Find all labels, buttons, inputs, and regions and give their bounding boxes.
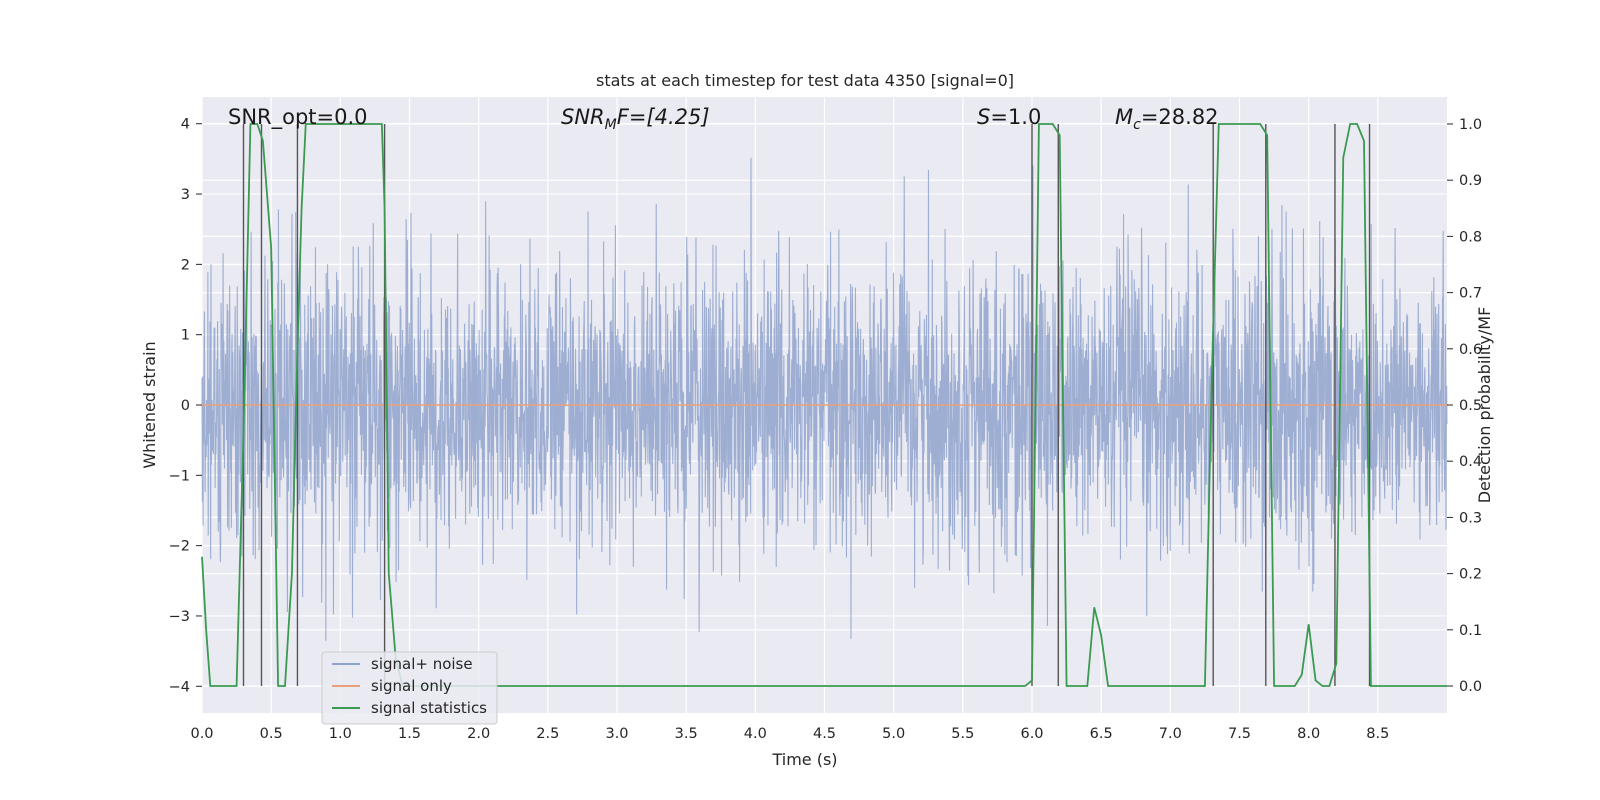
y2-tick-label: 0.0 xyxy=(1459,679,1482,695)
annotation-snr-mf-rest: F=[4.25] xyxy=(617,105,710,129)
x-tick-label: 3.0 xyxy=(605,726,628,742)
annotation-mc-sym: M xyxy=(1115,105,1133,129)
legend-label-stats: signal statistics xyxy=(371,699,487,717)
y-tick-label: −1 xyxy=(169,468,190,484)
y2-tick-label: 0.9 xyxy=(1459,173,1482,189)
x-tick-label: 1.5 xyxy=(398,726,421,742)
x-tick-label: 8.0 xyxy=(1297,726,1320,742)
y2-tick-label: 0.6 xyxy=(1459,342,1482,358)
y-tick-label: −3 xyxy=(169,609,190,625)
x-tick-label: 6.5 xyxy=(1090,726,1113,742)
x-tick-labels: 0.0 0.5 1.0 1.5 2.0 2.5 3.0 3.5 4.0 4.5 5.0 5.5 6.0 6… xyxy=(190,726,1389,742)
y2-tick-labels: 1.0 0.9 0.8 0.7 0.6 0.5 0.4 0.3 0.2 0.1 0.0 xyxy=(1447,117,1482,695)
x-axis-label: Time (s) xyxy=(771,750,837,769)
y-axis-label: Whitened strain xyxy=(140,341,159,468)
x-tick-label: 2.5 xyxy=(536,726,559,742)
x-tick-label: 3.5 xyxy=(675,726,698,742)
annotation-snr-opt: SNR_opt=0.0 xyxy=(228,105,368,130)
signal-noise-series xyxy=(201,157,1448,641)
x-tick-label: 2.0 xyxy=(467,726,490,742)
x-tick-label: 5.0 xyxy=(882,726,905,742)
annotation-mc-sub: c xyxy=(1133,117,1141,133)
y2-tick-label: 0.8 xyxy=(1459,229,1482,245)
legend-label-signal: signal only xyxy=(371,677,452,695)
y-tick-label: 1 xyxy=(181,328,190,344)
y2-tick-label: 0.5 xyxy=(1459,398,1482,414)
y-tick-labels: 4 3 2 1 0 −1 −2 −3 −4 xyxy=(169,117,202,695)
y-tick-label: −2 xyxy=(169,539,190,555)
annotation-s-sym: S xyxy=(977,105,990,129)
x-tick-label: 5.5 xyxy=(951,726,974,742)
y-tick-label: 2 xyxy=(181,257,190,273)
annotation-s-rest: =1.0 xyxy=(990,105,1041,129)
annotation-snr-mf-sub: M xyxy=(605,117,617,133)
x-tick-label: 6.0 xyxy=(1020,726,1043,742)
legend: signal+ noise signal only signal statist… xyxy=(321,651,498,725)
stats-line xyxy=(201,123,1447,687)
y2-tick-label: 0.1 xyxy=(1459,623,1482,639)
y2-tick-label: 1.0 xyxy=(1459,117,1482,133)
annotation-snr-mf: SNRMF=[4.25] xyxy=(561,105,710,133)
x-tick-label: 7.5 xyxy=(1228,726,1251,742)
x-tick-label: 4.0 xyxy=(744,726,767,742)
x-tick-label: 1.0 xyxy=(329,726,352,742)
y-tick-label: 4 xyxy=(181,117,190,133)
x-tick-label: 4.5 xyxy=(813,726,836,742)
y-tick-label: 3 xyxy=(181,187,190,203)
x-tick-label: 7.0 xyxy=(1159,726,1182,742)
noise-line xyxy=(201,157,1448,641)
x-tick-label: 8.5 xyxy=(1366,726,1389,742)
legend-label-noise: signal+ noise xyxy=(371,655,473,673)
x-tick-label: 0.0 xyxy=(190,726,213,742)
y2-tick-label: 0.3 xyxy=(1459,510,1482,526)
y-tick-label: −4 xyxy=(169,679,190,695)
y2-tick-label: 0.7 xyxy=(1459,286,1482,302)
chart-title: stats at each timestep for test data 435… xyxy=(596,71,1014,90)
x-tick-label: 0.5 xyxy=(260,726,283,742)
y2-axis-label: Detection probability/MF xyxy=(1475,307,1494,504)
y-tick-label: 0 xyxy=(181,398,190,414)
legend-box xyxy=(321,651,498,725)
signal-statistics-series xyxy=(201,123,1447,687)
annotation-s: S=1.0 xyxy=(977,105,1041,129)
annotation-mc-rest: =28.82 xyxy=(1141,105,1219,129)
y2-tick-label: 0.4 xyxy=(1459,454,1482,470)
y2-tick-label: 0.2 xyxy=(1459,567,1482,583)
annotation-mc: Mc=28.82 xyxy=(1115,105,1219,133)
annotation-snr-mf-base: SNR xyxy=(561,105,605,129)
